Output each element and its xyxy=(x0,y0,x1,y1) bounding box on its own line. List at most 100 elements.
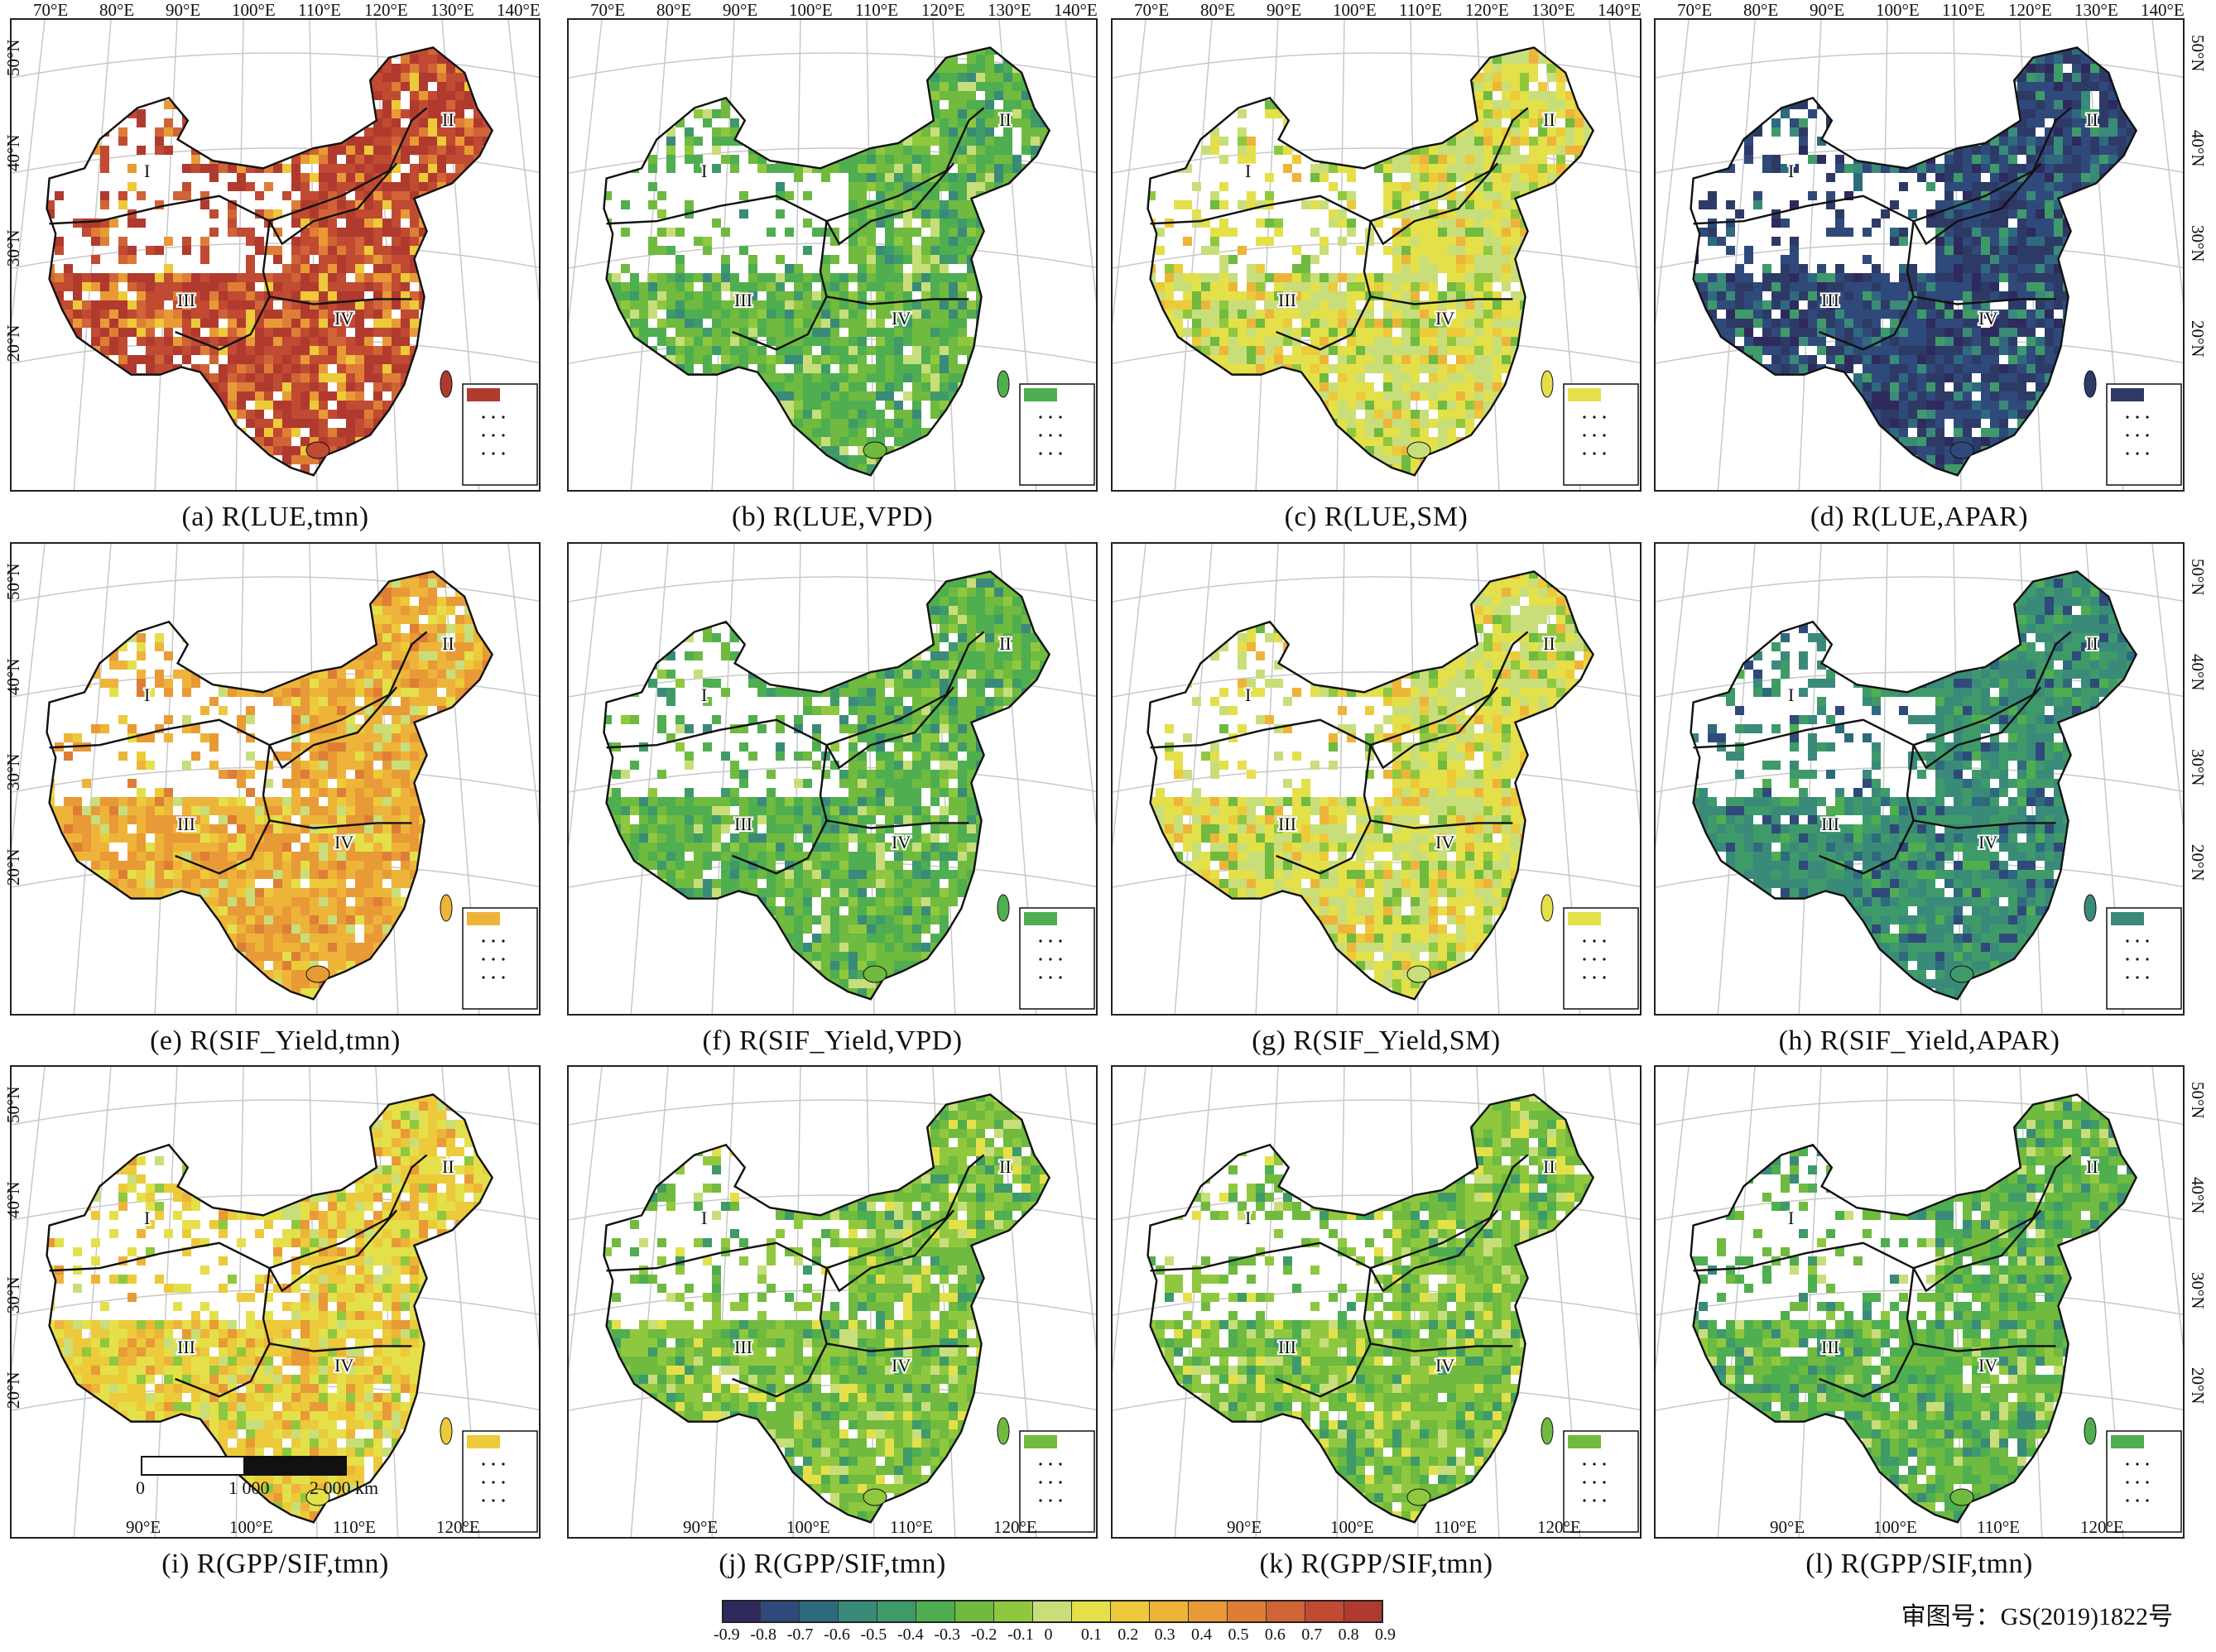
legend-swatch xyxy=(839,1600,877,1623)
lon-tick-bottom: 100°E xyxy=(786,1517,830,1538)
legend-swatch xyxy=(1305,1600,1344,1623)
country-outline xyxy=(1146,46,1595,477)
region-label-3: III xyxy=(1821,290,1839,310)
legend-swatch xyxy=(800,1600,839,1623)
hainan-island xyxy=(305,1488,330,1506)
panel-caption-j: (j) R(GPP/SIF,tmn) xyxy=(560,1549,1106,1580)
lon-tick-bottom: 90°E xyxy=(1770,1517,1805,1538)
region-label-2: II xyxy=(1543,633,1555,654)
region-boundary xyxy=(49,194,271,225)
region-label-4: IV xyxy=(334,308,353,329)
region-label-2: II xyxy=(1543,1156,1555,1177)
region-label-2: II xyxy=(442,633,454,654)
region-label-2: II xyxy=(999,1156,1012,1177)
region-boundary xyxy=(175,1342,271,1398)
lon-tick: 80°E xyxy=(1200,0,1235,21)
taiwan-island xyxy=(2084,1417,2097,1445)
region-boundary xyxy=(1693,718,1915,749)
map-panel-j: I I II II III III IV IV xyxy=(567,1065,1098,1539)
correlation-pixels xyxy=(1147,571,1594,1000)
region-label-4: IV xyxy=(892,832,911,852)
region-label-2: II xyxy=(442,109,454,130)
legend-label: 0.8 xyxy=(1339,1626,1359,1645)
region-boundary xyxy=(1276,819,1372,875)
hainan-island xyxy=(1949,441,1974,459)
taiwan-island xyxy=(997,1417,1010,1445)
map-panel-f: I I II II III III IV IV xyxy=(567,542,1098,1016)
lat-tick-right: 30°N xyxy=(2187,1272,2208,1309)
legend-swatch xyxy=(916,1600,955,1623)
lon-tick: 70°E xyxy=(1677,0,1712,21)
legend-label: 0.1 xyxy=(1081,1626,1102,1645)
region-label-1: I xyxy=(701,684,707,705)
legend-swatch xyxy=(877,1600,916,1623)
scale-bar xyxy=(141,1456,347,1476)
lon-tick-bottom: 90°E xyxy=(683,1517,718,1538)
hainan-island xyxy=(1406,1488,1431,1506)
region-boundary xyxy=(1912,1209,2042,1293)
map-panel-b: I I II II III III IV IV xyxy=(567,18,1098,492)
lon-tick: 100°E xyxy=(232,0,276,21)
region-boundary xyxy=(1276,1342,1372,1398)
lat-tick-right: 40°N xyxy=(2187,654,2208,691)
panel-caption-e: (e) R(SIF_Yield,tmn) xyxy=(2,1025,549,1057)
country-outline xyxy=(46,570,494,1001)
region-label-3: III xyxy=(1278,1337,1296,1357)
region-boundary xyxy=(1363,745,1513,829)
country-outline xyxy=(46,46,494,477)
region-label-4: IV xyxy=(892,832,911,852)
region-label-1: I xyxy=(1245,1208,1251,1228)
region-label-1: I xyxy=(144,161,150,181)
lon-tick-bottom: 110°E xyxy=(890,1517,933,1538)
lat-tick-left: 50°N xyxy=(3,39,24,76)
lon-tick-bottom: 110°E xyxy=(1977,1517,2020,1538)
legend-swatch xyxy=(1111,1600,1150,1623)
region-label-1: I xyxy=(144,1208,150,1228)
region-boundary xyxy=(606,718,828,749)
region-label-1: I xyxy=(144,1208,150,1228)
lon-tick: 120°E xyxy=(921,0,965,21)
region-label-2: II xyxy=(999,633,1012,654)
region-boundary xyxy=(1819,295,1915,351)
region-label-1: I xyxy=(701,161,707,181)
lon-tick: 110°E xyxy=(855,0,898,21)
region-label-2: II xyxy=(2086,1156,2098,1177)
region-boundary xyxy=(732,295,828,351)
region-label-4: IV xyxy=(1978,1355,1997,1376)
lat-tick-left: 20°N xyxy=(3,324,24,362)
lon-tick-bottom: 100°E xyxy=(1330,1517,1374,1538)
region-label-2: II xyxy=(1543,633,1555,654)
region-label-4: IV xyxy=(892,308,911,329)
region-label-4: IV xyxy=(1435,308,1454,329)
hainan-island xyxy=(863,965,887,983)
country-outline xyxy=(1690,46,2138,477)
region-label-4: IV xyxy=(1978,308,1997,329)
lon-tick: 130°E xyxy=(1531,0,1575,21)
region-boundary xyxy=(1150,1241,1372,1272)
region-boundary xyxy=(732,819,828,875)
region-label-3: III xyxy=(1278,290,1296,310)
region-boundary xyxy=(1369,686,1499,770)
lon-tick: 140°E xyxy=(2141,0,2185,21)
region-label-3: III xyxy=(1278,814,1296,834)
region-label-1: I xyxy=(144,161,150,181)
country-outline xyxy=(1146,570,1595,1001)
region-label-3: III xyxy=(734,290,752,310)
map-panel-g: I I II II III III IV IV xyxy=(1111,542,1642,1016)
map-panel-k: I I II II III III IV IV xyxy=(1111,1065,1642,1539)
region-label-3: III xyxy=(177,290,195,310)
region-boundary xyxy=(1369,162,1499,246)
legend-label: 0.5 xyxy=(1228,1626,1248,1645)
taiwan-island xyxy=(1541,1417,1554,1445)
region-boundary xyxy=(175,819,271,875)
region-boundary xyxy=(1912,162,2042,246)
lon-tick-bottom: 90°E xyxy=(126,1517,161,1538)
legend-label: -0.8 xyxy=(750,1626,776,1645)
region-label-3: III xyxy=(734,814,752,834)
region-label-1: I xyxy=(1245,1208,1251,1228)
